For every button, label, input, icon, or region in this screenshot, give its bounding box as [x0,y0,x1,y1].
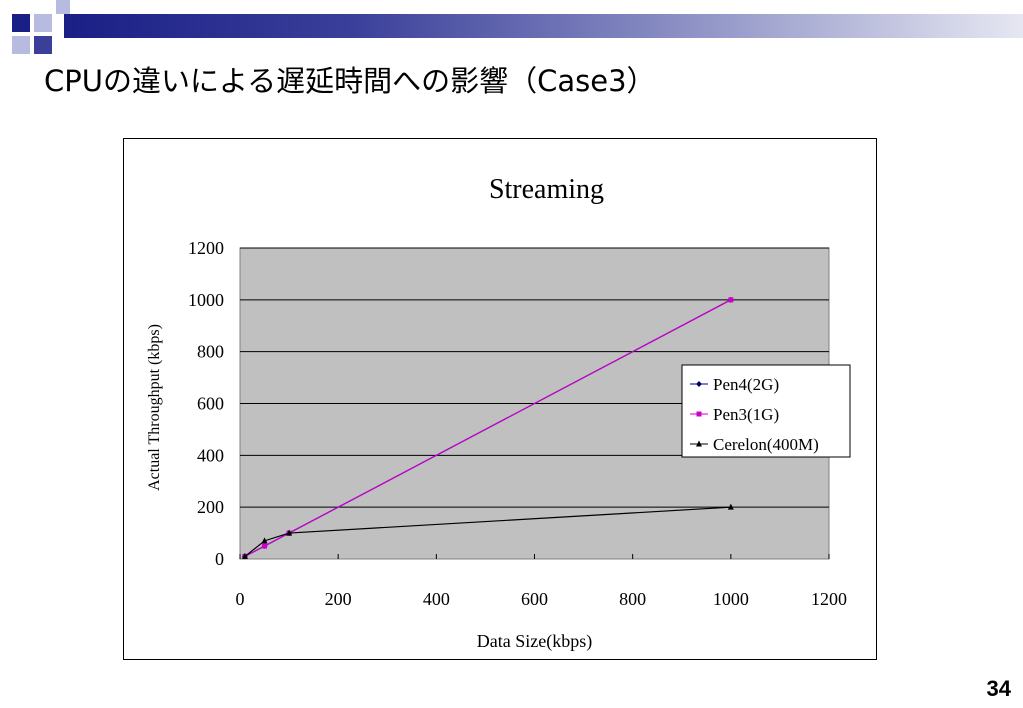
series-line-2 [244,299,732,557]
legend-label: Pen4(2G) [713,375,779,394]
x-tick-label: 1200 [811,589,847,609]
y-tick-label: 400 [197,445,224,465]
y-axis-label: Actual Throughput (kbps) [146,324,163,491]
legend-swatch-marker [696,440,702,447]
deco-square-dark-2 [34,36,52,54]
x-tick-label: 400 [423,589,450,609]
chart-title: Streaming [489,174,604,205]
deco-square-light-1 [34,14,52,32]
slide-title: CPUの違いによる遅延時間への影響（Case3） [44,64,656,98]
x-tick-label: 200 [325,589,352,609]
legend-swatch-marker [696,381,702,387]
y-tick-label: 600 [197,394,224,414]
series-3-point [261,537,268,544]
series-2-point [262,543,268,549]
x-tick-label: 600 [521,589,548,609]
x-tick-label: 0 [236,589,245,609]
x-tick-label: 800 [619,589,646,609]
title-bar-gradient [64,14,1023,38]
series-3-point [727,503,734,510]
y-tick-label: 800 [197,342,224,362]
y-tick-label: 1000 [188,290,224,310]
deco-square-dark-1 [12,14,30,32]
legend-label: Cerelon(400M) [713,435,819,454]
chart-frame: Streaming 0 200 400 600 800 1000 1200 0 200 400 600… [123,138,877,660]
legend-label: Pen3(1G) [713,405,779,424]
series-3-point [241,552,248,559]
deco-square-light-3 [56,0,70,14]
series-line-3 [244,506,731,557]
deco-square-light-2 [12,36,30,54]
series-3-point [286,529,293,536]
y-tick-label: 0 [215,549,224,569]
legend-swatch-marker [696,411,702,417]
x-tick-label: 1000 [713,589,749,609]
y-tick-label: 1200 [188,238,224,258]
y-tick-label: 200 [197,497,224,517]
series-2-point [728,297,734,303]
page-number: 34 [986,676,1011,701]
x-axis-label: Data Size(kbps) [477,631,592,652]
chart-svg: Streaming 0 200 400 600 800 1000 1200 0 200 400 600… [146,174,851,652]
legend-box [681,364,851,458]
